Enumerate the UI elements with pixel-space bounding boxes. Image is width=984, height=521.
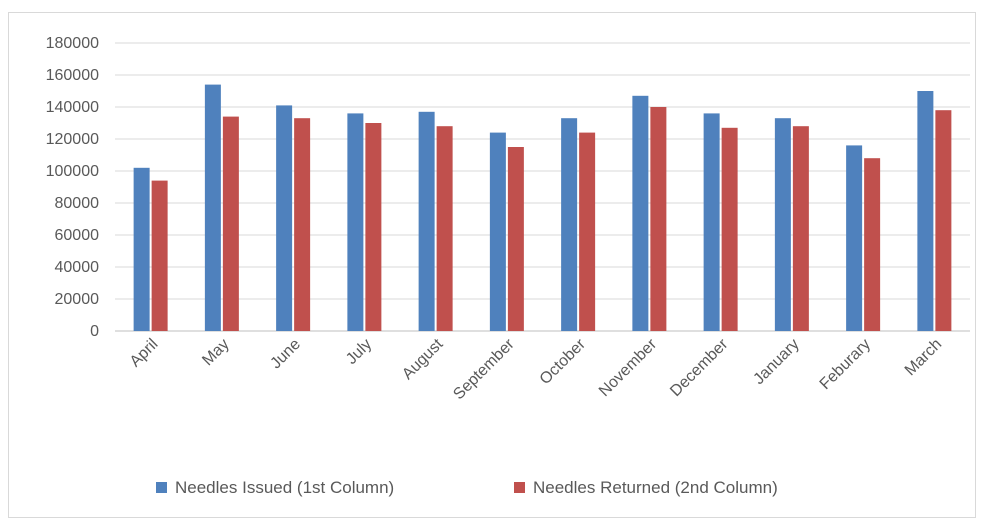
bar-returned xyxy=(579,132,596,331)
x-tick-label: October xyxy=(537,335,590,388)
bar-returned xyxy=(151,180,168,331)
bar-issued xyxy=(917,91,934,331)
y-tick-label: 40000 xyxy=(55,259,100,276)
y-tick-label: 80000 xyxy=(55,195,100,212)
legend-swatch xyxy=(514,482,525,493)
legend-swatch xyxy=(156,482,167,493)
bar-issued xyxy=(489,132,506,331)
bar-issued xyxy=(276,105,293,332)
x-tick-label: November xyxy=(596,335,661,400)
bar-returned xyxy=(507,147,524,331)
x-tick-label: August xyxy=(399,335,447,383)
bar-issued xyxy=(561,118,578,331)
legend-label: Needles Issued (1st Column) xyxy=(175,478,394,497)
y-tick-label: 180000 xyxy=(46,35,99,52)
bar-returned xyxy=(294,118,311,331)
bar-returned xyxy=(935,110,952,331)
y-tick-label: 100000 xyxy=(46,163,99,180)
bar-issued xyxy=(774,118,791,331)
bar-returned xyxy=(650,107,667,331)
bar-issued xyxy=(347,113,364,332)
bar-returned xyxy=(222,116,239,331)
x-tick-label: January xyxy=(750,336,802,388)
bar-issued xyxy=(703,113,720,332)
legend-label: Needles Returned (2nd Column) xyxy=(533,478,778,497)
bar-issued xyxy=(846,145,863,331)
bar-returned xyxy=(365,123,382,331)
bar-returned xyxy=(436,126,453,331)
x-tick-label: July xyxy=(343,336,375,368)
bar-issued xyxy=(632,95,649,331)
x-tick-label: April xyxy=(127,336,162,371)
x-tick-label: March xyxy=(902,336,945,379)
bar-returned xyxy=(792,126,809,331)
x-tick-label: September xyxy=(450,335,518,403)
bar-issued xyxy=(133,167,150,331)
x-tick-label: Feburary xyxy=(817,336,874,393)
y-tick-label: 140000 xyxy=(46,99,99,116)
y-tick-label: 160000 xyxy=(46,67,99,84)
y-tick-label: 20000 xyxy=(55,291,100,308)
x-tick-label: June xyxy=(267,336,304,373)
x-tick-label: May xyxy=(199,336,232,369)
y-tick-label: 120000 xyxy=(46,131,99,148)
bar-issued xyxy=(418,111,435,331)
y-tick-label: 0 xyxy=(90,323,99,340)
y-tick-label: 60000 xyxy=(55,227,100,244)
x-tick-label: December xyxy=(667,335,732,400)
bar-returned xyxy=(721,127,738,331)
bar-returned xyxy=(864,158,881,331)
bar-issued xyxy=(204,84,221,331)
